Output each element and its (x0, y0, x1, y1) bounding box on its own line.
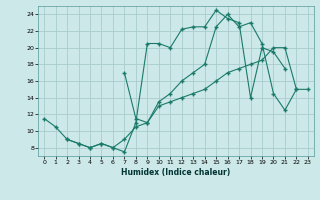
X-axis label: Humidex (Indice chaleur): Humidex (Indice chaleur) (121, 168, 231, 177)
